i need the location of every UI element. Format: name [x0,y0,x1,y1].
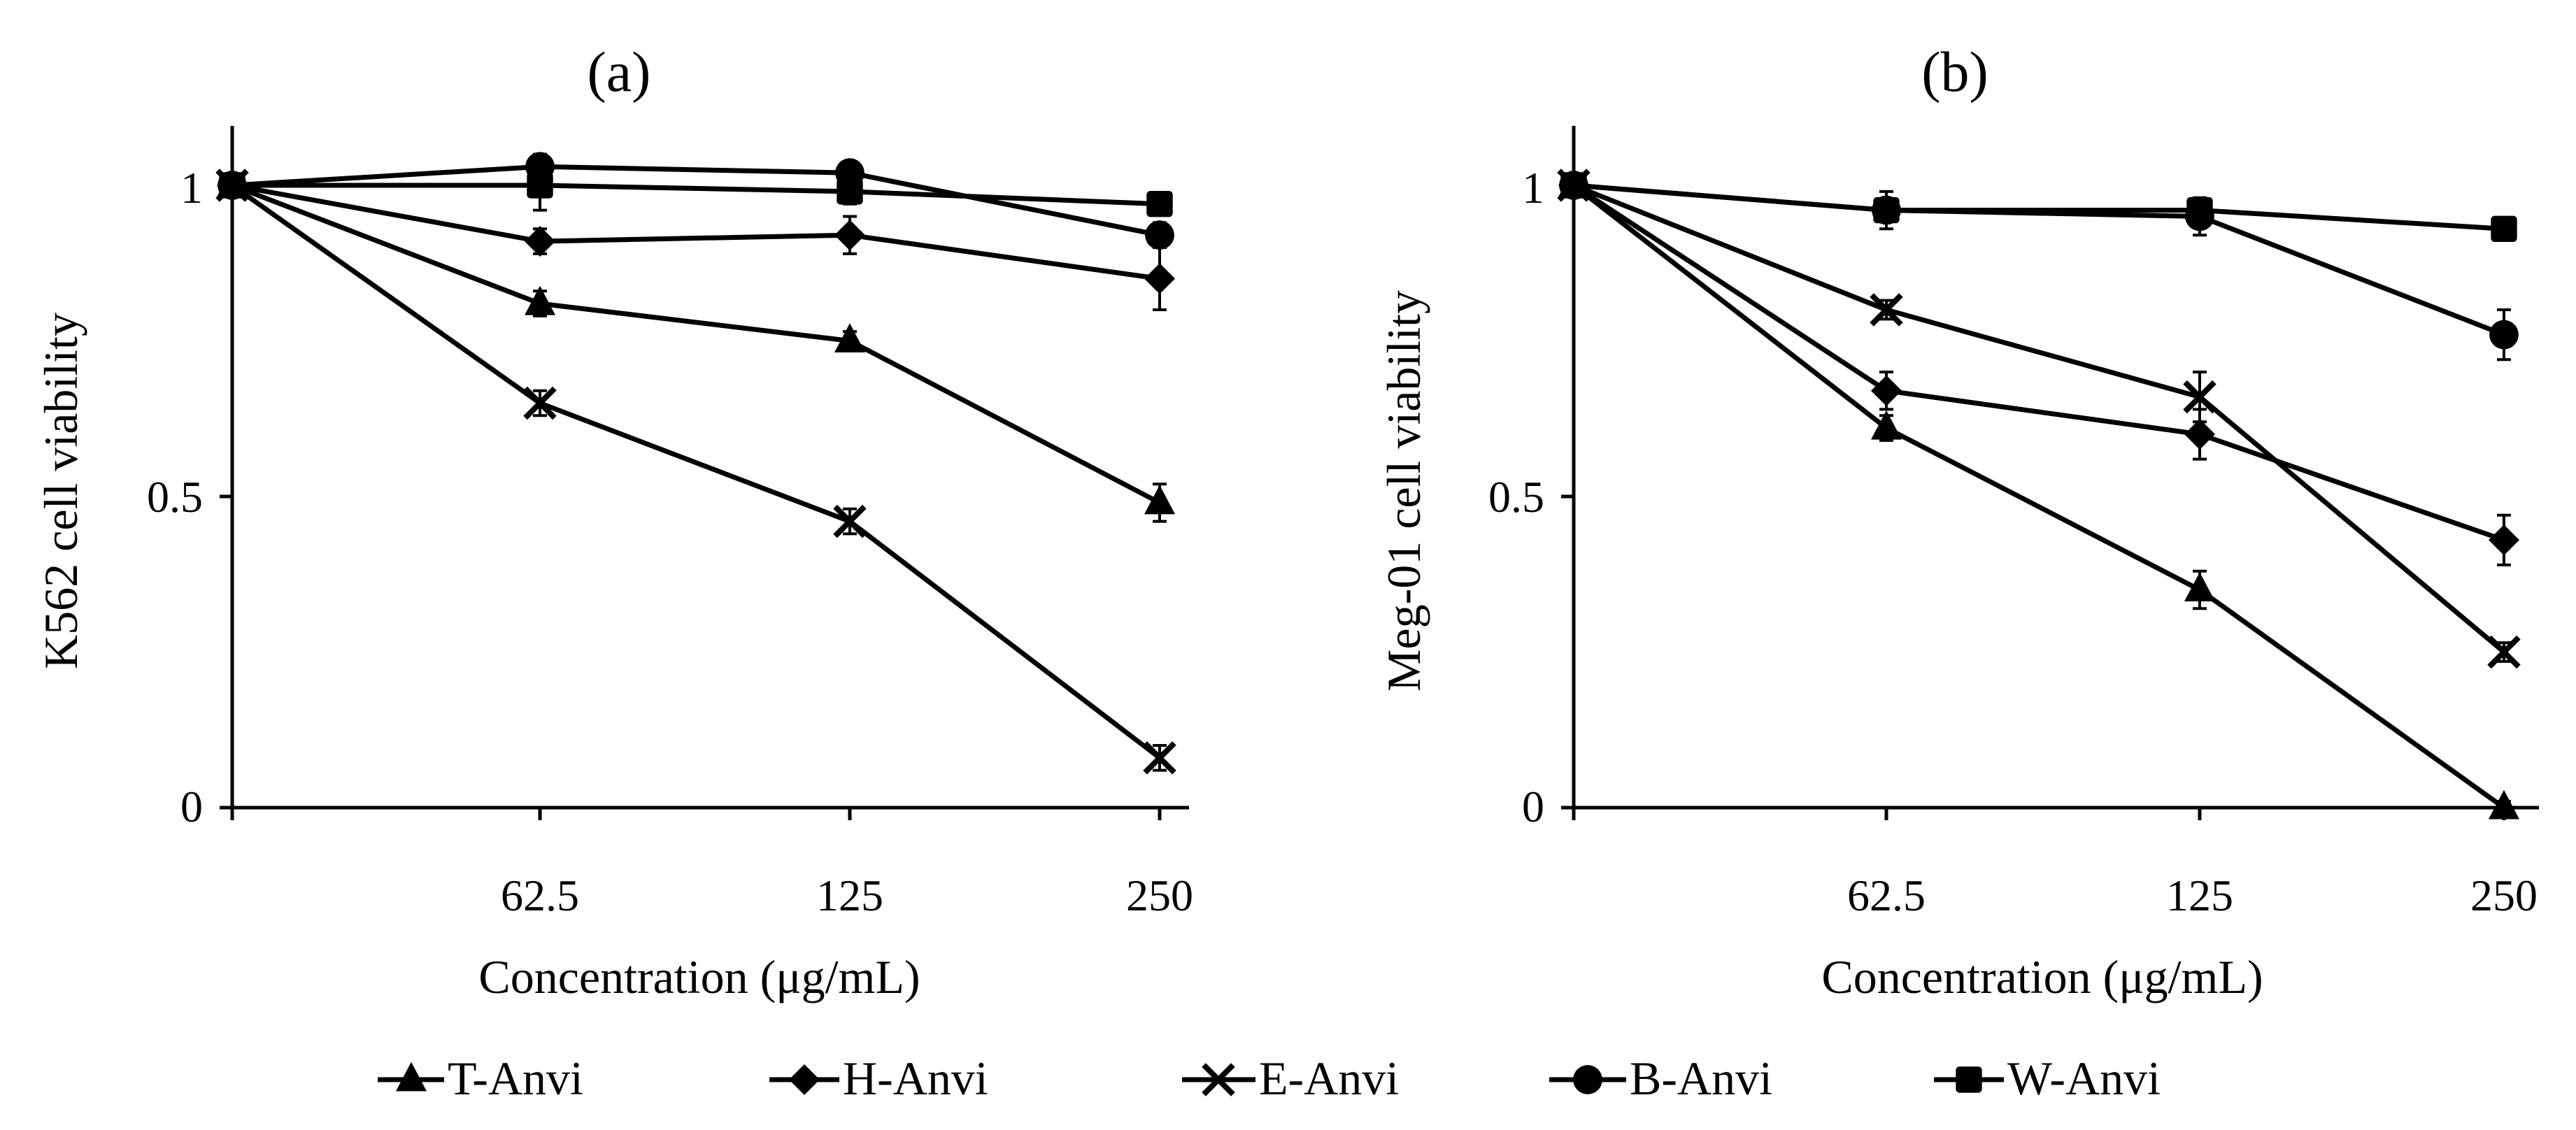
panel-b-point-e-anvi-3 [2487,635,2521,669]
panel-b-xtick-250: 250 [2470,871,2538,920]
panel-a-point-t-anvi-3 [1144,485,1175,515]
panel-b-xlabel: Concentration (μg/mL) [1821,950,2263,1003]
panel-a-xtick-62-5: 62.5 [501,871,579,920]
panel-a-series-line-h-anvi [232,183,1160,281]
panel-b-series-line-e-anvi [1572,183,2506,655]
panel-b-series-line-h-anvi [1572,183,2505,543]
panel-a-ytick-0-5: 0.5 [147,472,203,522]
panel-b-point-t-anvi-3 [2489,789,2519,820]
panel-a-xtick-125: 125 [816,871,883,920]
panel-b-point-e-anvi-1 [1870,293,1903,327]
panel-a-point-w-anvi-3 [1146,191,1173,217]
panel-a-point-w-anvi-1 [527,172,553,199]
panel-b-series-line-w-anvi [1573,183,2505,231]
panel-b-ytick-0: 0 [1522,782,1544,831]
panel-a-point-h-anvi-3 [1144,263,1175,294]
panel-a-ytick-0: 0 [180,782,203,831]
panel-a-point-b-anvi-3 [1145,220,1174,250]
legend-marker-e-anvi [1202,1063,1235,1096]
panel-b-point-b-anvi-3 [2489,320,2519,350]
panel-b-ylabel: Meg-01 cell viability [1377,290,1430,692]
panel-a-point-h-anvi-1 [525,226,555,257]
panel-a-xlabel: Concentration (μg/mL) [478,950,920,1003]
panel-a-series-line-e-anvi [230,183,1162,760]
panel-b-title: (b) [1921,40,1988,103]
panel-b-point-w-anvi-1 [1873,196,1900,224]
panel-b-point-t-anvi-2 [2184,572,2215,601]
panel-b-point-e-anvi-2 [2183,380,2216,414]
legend-label-b-anvi: B-Anvi [1630,1052,1772,1105]
panel-b-point-w-anvi-3 [2491,215,2517,242]
panel-a-point-w-anvi-2 [837,178,863,205]
panel-a-point-e-anvi-3 [1143,741,1176,775]
legend-marker-h-anvi [789,1064,820,1095]
panel-a-series-line-t-anvi [231,183,1161,506]
panel-a-point-w-anvi-0 [219,172,245,199]
legend-label-e-anvi: E-Anvi [1259,1052,1399,1105]
panel-a-ylabel: K562 cell viability [34,313,87,669]
panel-b-ytick-1: 1 [1522,163,1544,213]
panel-a-ytick-1: 1 [180,163,203,213]
legend-label-h-anvi: H-Anvi [843,1052,988,1105]
legend-marker-t-anvi [396,1061,427,1092]
panel-a-point-e-anvi-2 [833,504,867,538]
panel-a-xtick-250: 250 [1126,871,1193,920]
panel-a-point-t-anvi-1 [525,285,555,315]
panel-b-point-h-anvi-3 [2489,524,2519,556]
chart-marks [215,126,2539,1096]
legend-marker-b-anvi [1573,1065,1602,1094]
panel-a-series-line-w-anvi [232,183,1160,207]
panel-b-ytick-0-5: 0.5 [1488,472,1544,522]
panel-a-point-h-anvi-2 [834,220,865,251]
panel-b-point-h-anvi-1 [1871,375,1902,406]
panel-a-series-line-b-anvi [232,164,1160,238]
panel-b-xtick-62-5: 62.5 [1847,871,1926,920]
panel-b-series-line-t-anvi [1572,183,2506,810]
panel-a-title: (a) [587,40,650,103]
panel-b-point-t-anvi-1 [1871,410,1902,440]
legend-label-t-anvi: T-Anvi [448,1052,583,1105]
panel-b-point-h-anvi-2 [2184,419,2215,450]
panel-b-xtick-125: 125 [2166,871,2233,920]
panel-a-point-t-anvi-2 [834,323,865,352]
panel-b-series-line-b-anvi [1573,183,2505,337]
panel-b-point-w-anvi-2 [2186,196,2213,224]
panel-b-point-w-anvi-0 [1560,172,1587,199]
legend-marker-w-anvi [1956,1066,1982,1093]
panel-a-point-e-anvi-1 [523,386,557,420]
legend-label-w-anvi: W-Anvi [2007,1052,2161,1105]
